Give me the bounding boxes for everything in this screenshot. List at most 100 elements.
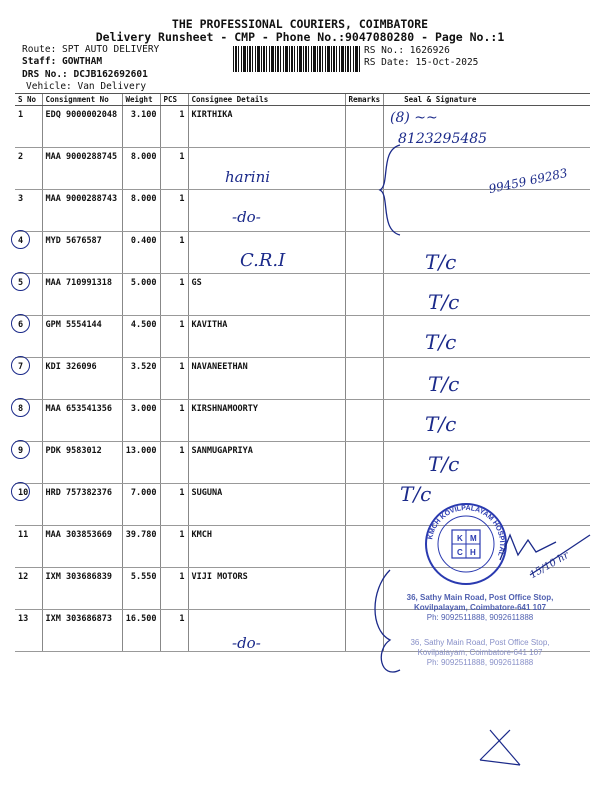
consignee-cell: GS [187,273,345,316]
stamp-address-1: 36, Sathy Main Road, Post Office Stop, [407,593,554,602]
remarks-cell [344,105,384,148]
barcode [233,46,361,72]
seal-cell [383,231,590,274]
consignment-cell: MAA 9000288743 [41,189,122,232]
table-row: 4 MYD 5676587 0.400 1 [15,231,590,274]
consignee-cell: KIRTHIKA [187,105,345,148]
consignment-cell: MAA 710991318 [41,273,122,316]
brace-mark [378,144,401,236]
signature-row1: (8) ~~ [390,110,438,126]
consignee-cell: KIRSHNAMOORTY [187,399,345,442]
handwritten-do-row3: -do- [232,208,261,226]
signature-row11 [499,533,591,576]
drs-number: DRS No.: DCJB162692601 [22,69,148,80]
remarks-cell [344,147,384,190]
table-row: 10 HRD 757382376 7.000 1 SUGUNA [15,483,590,526]
consignment-cell: MAA 653541356 [41,399,122,442]
weight-cell: 16.500 [121,609,160,652]
hospital-stamp: KMCH KOVILPALAYAM HOSPITAL K MC H 36, Sath… [374,503,591,673]
weight-cell: 3.000 [121,399,160,442]
col-pcs: PCS [159,93,188,106]
table-row: 2 MAA 9000288745 8.000 1 [15,147,590,190]
seal-cell [383,483,590,526]
stamp-letter: K [457,534,463,543]
table-row: 3 MAA 9000288743 8.000 1 [15,189,590,232]
remarks-cell [344,273,384,316]
handwritten-tc: T/c [400,482,432,506]
stamp-address-2: Kovilpalayam, Coimbatore-641 107 [414,603,547,612]
table-row: 8 MAA 653541356 3.000 1 KIRSHNAMOORTY [15,399,590,442]
route: Route: SPT AUTO DELIVERY [22,44,160,55]
sno-cell: 13 [15,609,42,652]
remarks-cell [344,357,384,400]
weight-cell: 3.520 [121,357,160,400]
seal-cell [383,315,590,358]
pcs-cell: 1 [159,147,188,190]
pcs-cell: 1 [159,315,188,358]
circled-serial-mark [11,398,30,417]
pcs-cell: 1 [159,231,188,274]
seal-cell [383,609,590,652]
table-row: 12 IXM 303686839 5.550 1 VIJI MOTORS [15,567,590,610]
consignee-cell [187,609,345,652]
weight-cell: 5.000 [121,273,160,316]
table-row: 9 PDK 9583012 13.000 1 SANMUGAPRIYA [15,441,590,484]
remarks-cell [344,441,384,484]
weight-cell: 5.550 [121,567,160,610]
seal-cell [383,441,590,484]
pcs-cell: 1 [159,441,188,484]
pcs-cell: 1 [159,189,188,232]
circled-serial-mark [11,440,30,459]
sno-cell: 12 [15,567,42,610]
remarks-cell [344,609,384,652]
table-row: 11 MAA 303853669 39.780 1 KMCH [15,525,590,568]
weight-cell: 39.780 [121,525,160,568]
col-weight: Weight [121,93,160,106]
handwritten-tc: T/c [428,452,460,476]
company-title: THE PROFESSIONAL COURIERS, COIMBATORE [171,17,429,31]
table-row: 1 EDQ 9000002048 3.100 1 KIRTHIKA [15,105,590,148]
consignment-cell: PDK 9583012 [41,441,122,484]
consignee-cell: SUGUNA [187,483,345,526]
rs-number: RS No.: 1626926 [364,45,450,56]
seal-cell [383,273,590,316]
handwritten-do-row13: -do- [232,634,261,652]
circled-serial-mark [11,482,30,501]
consignment-cell: MAA 303853669 [41,525,122,568]
handwritten-tc: T/c [425,330,457,354]
pcs-cell: 1 [159,105,188,148]
stamp-address-faint-3: Ph: 9092511888, 9092611888 [427,658,534,667]
runsheet-subtitle: Delivery Runsheet - CMP - Phone No.:9047… [95,30,505,44]
pcs-cell: 1 [159,399,188,442]
weight-cell: 7.000 [121,483,160,526]
consignment-cell: EDQ 9000002048 [41,105,122,148]
remarks-cell [344,399,384,442]
seal-cell [383,147,590,190]
stamp-letter: H [470,548,476,557]
circled-serial-mark [11,356,30,375]
stamp-inner-ring [437,515,495,573]
handwritten-tc: T/c [425,412,457,436]
handwritten-tc: T/c [428,290,460,314]
consignee-cell [187,231,345,274]
stamp-letter: M [470,534,477,543]
col-consignee: Consignee Details [187,93,345,106]
seal-cell [383,357,590,400]
consignee-cell [187,189,345,232]
remarks-cell [344,231,384,274]
seal-cell [383,567,590,610]
weight-cell: 13.000 [121,441,160,484]
sno-cell: 3 [15,189,42,232]
consignee-cell: VIJI MOTORS [187,567,345,610]
circled-serial-mark [11,230,30,249]
table-row: 5 MAA 710991318 5.000 1 GS [15,273,590,316]
seal-cell [383,399,590,442]
col-seal: Seal & Signature [383,93,590,106]
consignment-cell: MYD 5676587 [41,231,122,274]
sno-cell: 1 [15,105,42,148]
stamp-letter: C [457,548,463,557]
circled-serial-mark [11,272,30,291]
weight-cell: 8.000 [121,147,160,190]
consignee-cell [187,147,345,190]
stamp-address-faint-1: 36, Sathy Main Road, Post Office Stop, [410,638,549,647]
